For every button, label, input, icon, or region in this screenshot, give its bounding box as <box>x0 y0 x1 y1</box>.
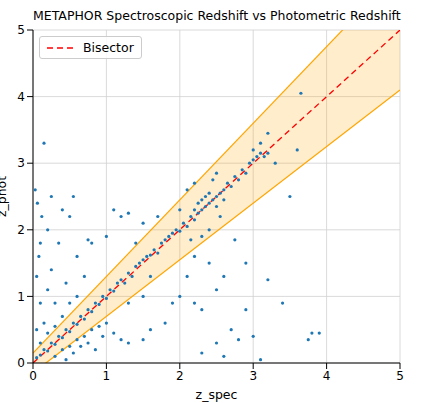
svg-text:2: 2 <box>176 369 184 383</box>
svg-text:4: 4 <box>17 90 25 104</box>
svg-text:2: 2 <box>17 223 25 237</box>
html-text:METAPHOR Spectroscopic Redshif: METAPHOR Spectroscopic Redshift vs Photo… <box>33 8 401 23</box>
svg-text:1: 1 <box>103 369 111 383</box>
svg-text:5: 5 <box>17 23 25 37</box>
svg-text:z_phot: z_phot <box>8 176 9 217</box>
svg-text:5: 5 <box>396 369 404 383</box>
svg-text:3: 3 <box>249 369 257 383</box>
svg-text:0: 0 <box>29 369 37 383</box>
html-text:Bisector: Bisector <box>83 40 134 55</box>
svg-text:0: 0 <box>17 356 25 370</box>
svg-text:3: 3 <box>17 156 25 170</box>
svg-text:4: 4 <box>323 369 331 383</box>
svg-text:z_spec: z_spec <box>196 387 238 402</box>
svg-text:1: 1 <box>17 290 25 304</box>
